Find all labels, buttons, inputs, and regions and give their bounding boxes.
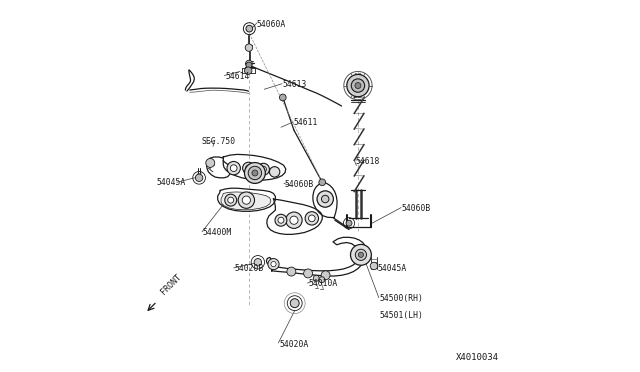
Circle shape — [248, 166, 262, 180]
Circle shape — [228, 197, 234, 203]
Text: 54618: 54618 — [355, 157, 380, 166]
Circle shape — [358, 252, 364, 257]
Text: SEC.750: SEC.750 — [202, 137, 236, 146]
Text: 54501(LH): 54501(LH) — [380, 311, 424, 320]
Text: 54020B: 54020B — [234, 264, 264, 273]
Circle shape — [287, 267, 296, 276]
Text: 54400M: 54400M — [203, 228, 232, 237]
Circle shape — [317, 191, 333, 207]
Circle shape — [244, 67, 252, 74]
Text: 54500(RH): 54500(RH) — [380, 294, 424, 303]
Circle shape — [269, 167, 280, 177]
Circle shape — [308, 215, 315, 222]
Circle shape — [225, 194, 237, 206]
Circle shape — [351, 79, 365, 92]
Text: 54010A: 54010A — [308, 279, 337, 288]
Circle shape — [280, 94, 286, 101]
Circle shape — [206, 158, 215, 167]
Circle shape — [290, 216, 298, 224]
Circle shape — [243, 196, 250, 204]
Text: 54060A: 54060A — [257, 20, 286, 29]
Circle shape — [227, 161, 241, 175]
Text: 54045A: 54045A — [378, 264, 407, 273]
Circle shape — [244, 163, 266, 183]
Circle shape — [246, 25, 253, 32]
Circle shape — [321, 271, 330, 280]
Circle shape — [351, 244, 371, 265]
Text: 54060B: 54060B — [285, 180, 314, 189]
Circle shape — [305, 212, 319, 225]
Circle shape — [246, 62, 252, 68]
Text: 54020A: 54020A — [279, 340, 308, 349]
Circle shape — [246, 165, 252, 171]
Circle shape — [230, 165, 237, 171]
Circle shape — [238, 192, 255, 208]
Circle shape — [245, 44, 253, 51]
Circle shape — [303, 269, 312, 278]
Circle shape — [246, 60, 252, 67]
Text: X4010034: X4010034 — [456, 353, 499, 362]
Circle shape — [252, 170, 258, 176]
Polygon shape — [221, 192, 271, 210]
Circle shape — [319, 277, 325, 283]
Text: FRONT: FRONT — [159, 273, 183, 297]
Text: 54611: 54611 — [294, 118, 318, 127]
Text: 54614: 54614 — [225, 72, 250, 81]
Circle shape — [286, 212, 302, 228]
Circle shape — [319, 179, 326, 186]
Circle shape — [195, 174, 203, 182]
Circle shape — [257, 163, 269, 175]
Circle shape — [268, 259, 279, 270]
Circle shape — [271, 262, 276, 267]
Circle shape — [347, 74, 369, 97]
Text: 54045A: 54045A — [156, 178, 186, 187]
Circle shape — [370, 262, 378, 270]
Circle shape — [275, 214, 287, 226]
Circle shape — [254, 259, 262, 266]
Circle shape — [291, 299, 299, 308]
Text: 54060B: 54060B — [401, 204, 430, 213]
Circle shape — [346, 220, 352, 226]
Circle shape — [355, 249, 367, 260]
Circle shape — [243, 162, 255, 174]
Circle shape — [260, 166, 266, 172]
Text: 54613: 54613 — [283, 80, 307, 89]
Circle shape — [314, 275, 319, 281]
Circle shape — [278, 217, 284, 223]
Circle shape — [321, 195, 329, 203]
Circle shape — [355, 83, 361, 89]
